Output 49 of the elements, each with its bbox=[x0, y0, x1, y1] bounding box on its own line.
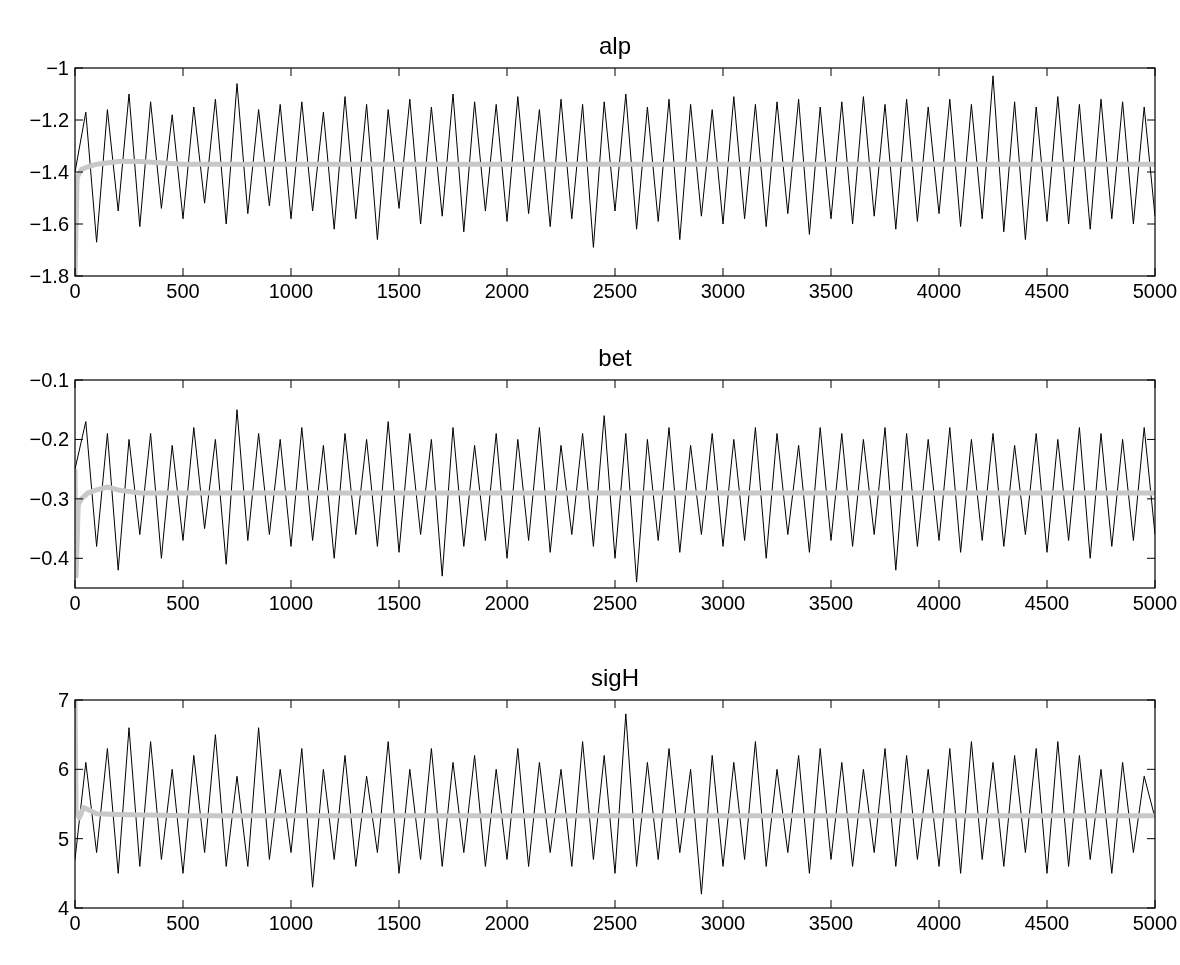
x-tick-label: 2500 bbox=[592, 280, 638, 302]
x-tick-label: 500 bbox=[166, 912, 200, 934]
y-tick-label: −0.1 bbox=[29, 369, 69, 391]
y-tick-label: −0.2 bbox=[29, 428, 69, 451]
y-tick-label: −0.4 bbox=[29, 547, 69, 570]
y-tick-label: −0.3 bbox=[29, 487, 69, 510]
x-tick-label: 1000 bbox=[268, 280, 314, 302]
chart-title: alp bbox=[598, 32, 632, 59]
x-tick-label: 0 bbox=[69, 912, 81, 934]
x-tick-label: 5000 bbox=[1132, 592, 1178, 614]
x-tick-label: 5000 bbox=[1132, 280, 1178, 302]
y-tick-label: −1.4 bbox=[29, 161, 69, 183]
x-tick-label: 2000 bbox=[484, 280, 530, 302]
y-tick-label: 7 bbox=[57, 689, 69, 711]
x-tick-label: 4000 bbox=[916, 592, 962, 614]
chart-title: bet bbox=[598, 344, 633, 371]
x-tick-label: 3000 bbox=[700, 912, 746, 934]
x-tick-label: 1000 bbox=[268, 912, 314, 934]
x-tick-label: 1000 bbox=[268, 592, 314, 614]
x-tick-label: 3000 bbox=[700, 592, 746, 614]
x-tick-label: 2500 bbox=[592, 592, 638, 614]
x-tick-label: 3000 bbox=[700, 280, 746, 302]
x-tick-label: 5000 bbox=[1132, 912, 1178, 934]
y-tick-label: 4 bbox=[57, 897, 69, 919]
y-tick-label: 6 bbox=[57, 758, 69, 781]
x-tick-label: 2000 bbox=[484, 592, 530, 614]
x-tick-label: 1500 bbox=[376, 280, 422, 302]
x-tick-label: 4000 bbox=[916, 912, 962, 934]
x-tick-label: 4500 bbox=[1024, 912, 1070, 934]
x-tick-label: 0 bbox=[69, 280, 81, 302]
x-tick-label: 2500 bbox=[592, 912, 638, 934]
x-tick-label: 1500 bbox=[376, 912, 422, 934]
x-tick-label: 3500 bbox=[808, 280, 854, 302]
x-tick-label: 4500 bbox=[1024, 280, 1070, 302]
x-tick-label: 500 bbox=[166, 592, 200, 614]
x-tick-label: 500 bbox=[166, 280, 200, 302]
y-tick-label: −1.6 bbox=[29, 213, 69, 235]
x-tick-label: 2000 bbox=[484, 912, 530, 934]
x-tick-label: 0 bbox=[69, 592, 81, 614]
y-tick-label: −1.2 bbox=[29, 109, 69, 131]
chart-title: sigH bbox=[590, 664, 640, 691]
x-tick-label: 1500 bbox=[376, 592, 422, 614]
x-tick-label: 3500 bbox=[808, 912, 854, 934]
y-tick-label: 5 bbox=[57, 827, 69, 850]
x-tick-label: 4000 bbox=[916, 280, 962, 302]
x-tick-label: 4500 bbox=[1024, 592, 1070, 614]
y-tick-label: −1.8 bbox=[29, 265, 69, 287]
x-tick-label: 3500 bbox=[808, 592, 854, 614]
y-tick-label: −1 bbox=[46, 57, 69, 79]
